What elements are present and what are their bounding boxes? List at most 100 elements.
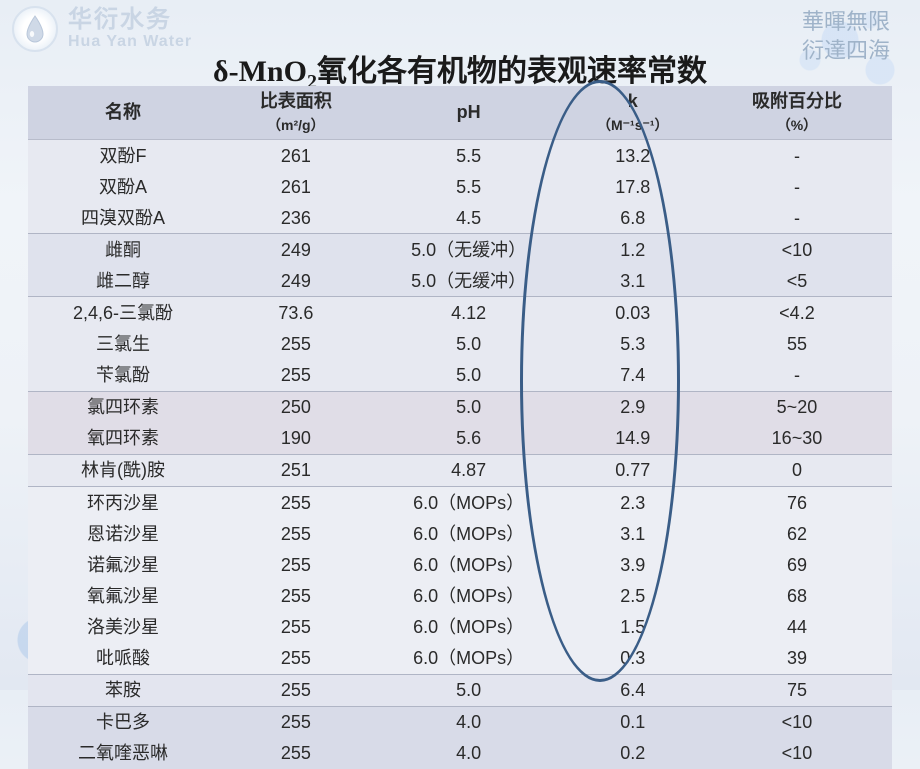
table-cell: 6.0（MOPs） <box>374 580 564 611</box>
brand-text: 华衍水务 Hua Yan Water <box>68 7 192 51</box>
table-cell: 二氧喹恶啉 <box>28 738 218 769</box>
table-cell: 四溴双酚A <box>28 202 218 234</box>
table-row: 2,4,6-三氯酚73.64.120.03<4.2 <box>28 297 892 329</box>
table-cell: 6.4 <box>564 674 702 706</box>
table-cell: <5 <box>702 265 892 297</box>
table-cell: 5.0（无缓冲） <box>374 265 564 297</box>
table-cell: 4.87 <box>374 454 564 486</box>
table-cell: 251 <box>218 454 374 486</box>
table-cell: 44 <box>702 611 892 642</box>
table-cell: 0.77 <box>564 454 702 486</box>
table-cell: 6.8 <box>564 202 702 234</box>
table-cell: 1.2 <box>564 234 702 266</box>
table-cell: 62 <box>702 518 892 549</box>
table-row: 诺氟沙星2556.0（MOPs）3.969 <box>28 549 892 580</box>
table-cell: 6.0（MOPs） <box>374 549 564 580</box>
column-header: 比表面积（m²/g） <box>218 86 374 140</box>
table-cell: 255 <box>218 643 374 675</box>
table-cell: 0.1 <box>564 706 702 738</box>
table-cell: 诺氟沙星 <box>28 549 218 580</box>
table-cell: 55 <box>702 329 892 360</box>
table-cell: 2,4,6-三氯酚 <box>28 297 218 329</box>
table-cell: 环丙沙星 <box>28 487 218 519</box>
table-cell: 14.9 <box>564 423 702 455</box>
table-row: 恩诺沙星2556.0（MOPs）3.162 <box>28 518 892 549</box>
table-cell: 255 <box>218 549 374 580</box>
table-cell: - <box>702 140 892 172</box>
table-cell: 2.5 <box>564 580 702 611</box>
table-row: 苄氯酚2555.07.4- <box>28 360 892 392</box>
table-cell: 76 <box>702 487 892 519</box>
table-cell: 16~30 <box>702 423 892 455</box>
table-cell: <10 <box>702 234 892 266</box>
table-cell: 249 <box>218 234 374 266</box>
table-cell: 三氯生 <box>28 329 218 360</box>
table-cell: 氧四环素 <box>28 423 218 455</box>
table-cell: 苄氯酚 <box>28 360 218 392</box>
table-cell: 恩诺沙星 <box>28 518 218 549</box>
table-row: 洛美沙星2556.0（MOPs）1.544 <box>28 611 892 642</box>
table-cell: - <box>702 360 892 392</box>
table-cell: 5.0 <box>374 674 564 706</box>
column-header: 吸附百分比（%） <box>702 86 892 140</box>
table-cell: 5~20 <box>702 391 892 423</box>
table-cell: 3.1 <box>564 518 702 549</box>
table-cell: 255 <box>218 738 374 769</box>
table-cell: 39 <box>702 643 892 675</box>
table-cell: - <box>702 171 892 202</box>
table-cell: 6.0（MOPs） <box>374 518 564 549</box>
table-cell: 190 <box>218 423 374 455</box>
data-table-wrap: 名称比表面积（m²/g）pHk（M⁻¹s⁻¹）吸附百分比（%） 双酚F2615.… <box>28 86 892 769</box>
table-row: 雌二醇2495.0（无缓冲）3.1<5 <box>28 265 892 297</box>
table-row: 二氧喹恶啉2554.00.2<10 <box>28 738 892 769</box>
table-cell: 255 <box>218 360 374 392</box>
table-cell: 250 <box>218 391 374 423</box>
table-body: 双酚F2615.513.2-双酚A2615.517.8-四溴双酚A2364.56… <box>28 140 892 769</box>
table-cell: 2.3 <box>564 487 702 519</box>
table-cell: 255 <box>218 580 374 611</box>
table-cell: 苯胺 <box>28 674 218 706</box>
table-cell: 0 <box>702 454 892 486</box>
table-cell: 255 <box>218 611 374 642</box>
table-cell: 255 <box>218 706 374 738</box>
table-row: 双酚A2615.517.8- <box>28 171 892 202</box>
table-cell: 255 <box>218 518 374 549</box>
table-cell: <10 <box>702 706 892 738</box>
table-cell: 0.2 <box>564 738 702 769</box>
table-row: 双酚F2615.513.2- <box>28 140 892 172</box>
table-cell: <10 <box>702 738 892 769</box>
table-cell: 5.5 <box>374 140 564 172</box>
table-cell: 73.6 <box>218 297 374 329</box>
table-cell: 255 <box>218 674 374 706</box>
column-header: pH <box>374 86 564 140</box>
table-cell: 236 <box>218 202 374 234</box>
table-cell: 6.0（MOPs） <box>374 487 564 519</box>
table-cell: 3.9 <box>564 549 702 580</box>
table-row: 苯胺2555.06.475 <box>28 674 892 706</box>
table-cell: 2.9 <box>564 391 702 423</box>
table-cell: 6.0（MOPs） <box>374 611 564 642</box>
table-head: 名称比表面积（m²/g）pHk（M⁻¹s⁻¹）吸附百分比（%） <box>28 86 892 140</box>
table-cell: 5.3 <box>564 329 702 360</box>
table-row: 四溴双酚A2364.56.8- <box>28 202 892 234</box>
table-row: 氧四环素1905.614.916~30 <box>28 423 892 455</box>
table-cell: 255 <box>218 487 374 519</box>
table-cell: 255 <box>218 329 374 360</box>
table-cell: 7.4 <box>564 360 702 392</box>
table-cell: 雌二醇 <box>28 265 218 297</box>
table-row: 吡哌酸2556.0（MOPs）0.339 <box>28 643 892 675</box>
table-cell: 林肯(酰)胺 <box>28 454 218 486</box>
table-cell: 5.5 <box>374 171 564 202</box>
table-cell: 0.03 <box>564 297 702 329</box>
table-cell: 5.0 <box>374 360 564 392</box>
table-row: 氧氟沙星2556.0（MOPs）2.568 <box>28 580 892 611</box>
data-table: 名称比表面积（m²/g）pHk（M⁻¹s⁻¹）吸附百分比（%） 双酚F2615.… <box>28 86 892 769</box>
table-cell: 5.6 <box>374 423 564 455</box>
table-cell: 4.0 <box>374 738 564 769</box>
table-row: 三氯生2555.05.355 <box>28 329 892 360</box>
table-cell: - <box>702 202 892 234</box>
table-row: 林肯(酰)胺2514.870.770 <box>28 454 892 486</box>
table-cell: 3.1 <box>564 265 702 297</box>
table-cell: 卡巴多 <box>28 706 218 738</box>
table-cell: 4.5 <box>374 202 564 234</box>
